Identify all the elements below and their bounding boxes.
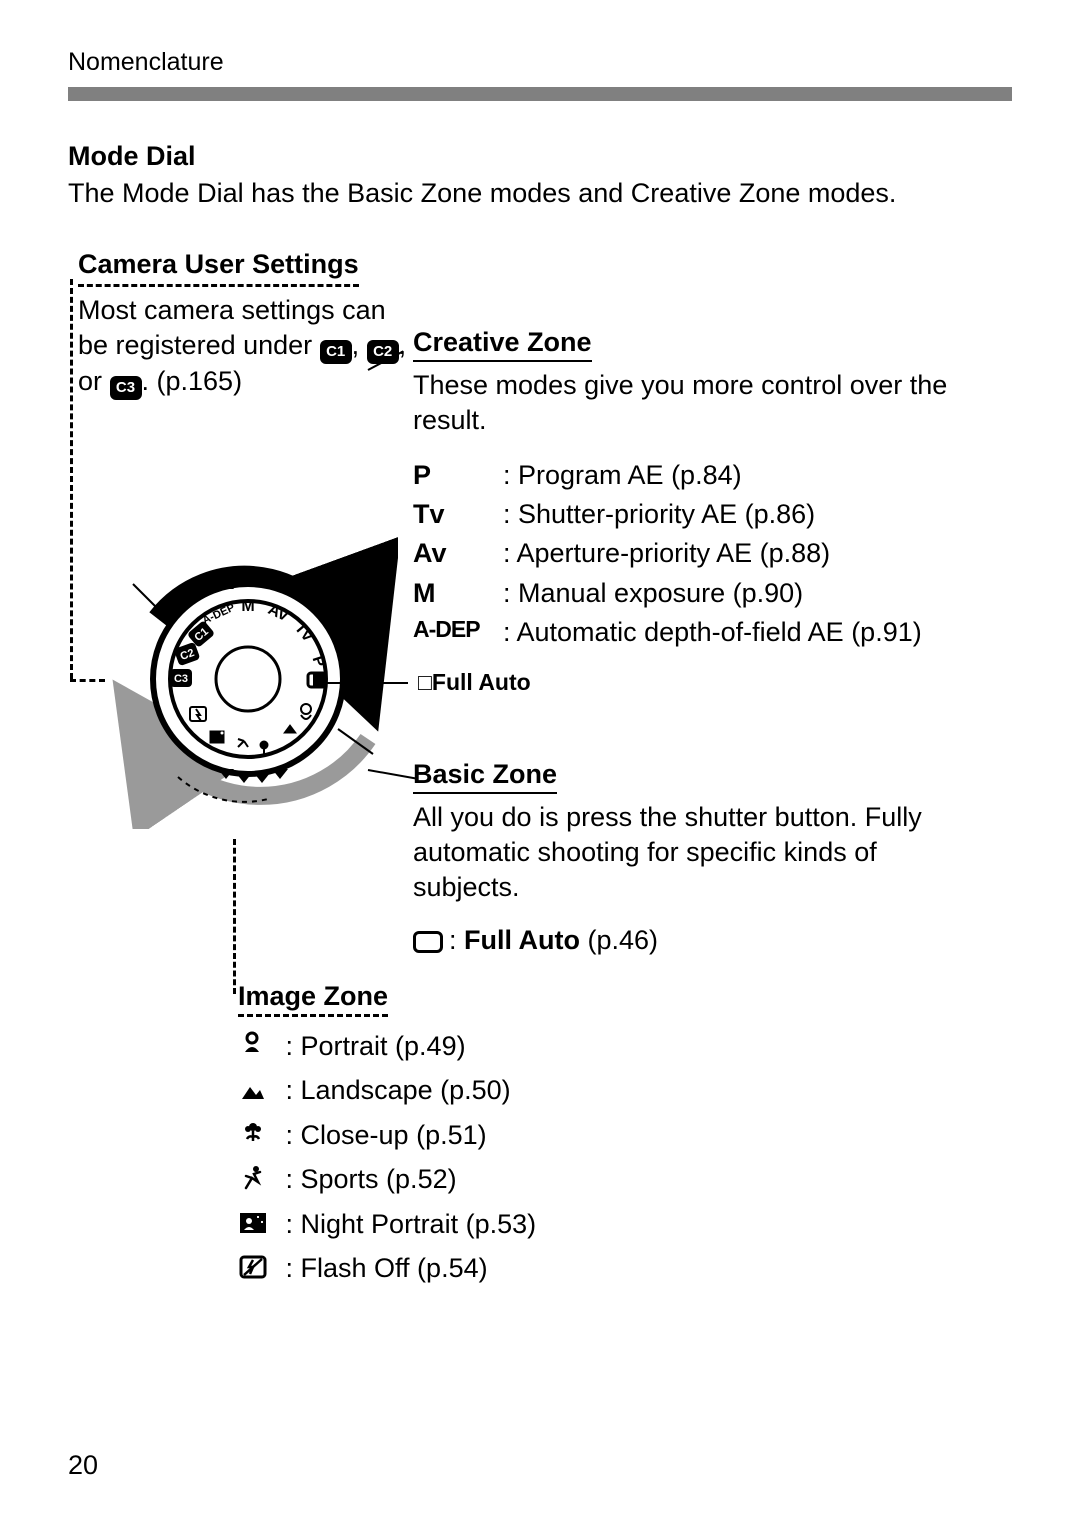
image-zone-heading: Image Zone [238, 981, 388, 1017]
image-zone-label-closeup: : Close-up (p.51) [286, 1120, 487, 1150]
image-zone-label-portrait: : Portrait (p.49) [286, 1031, 466, 1061]
full-auto-mid-text: Full Auto [432, 669, 531, 695]
mode-symbol-p: P [413, 456, 503, 495]
image-zone-label-landscape: : Landscape (p.50) [286, 1075, 511, 1105]
mode-symbol-tv: Tv [413, 495, 503, 534]
mode-row-p: P : Program AE (p.84) [413, 456, 953, 495]
mode-desc-p: : Program AE (p.84) [503, 456, 953, 495]
mode-desc-tv: : Shutter-priority AE (p.86) [503, 495, 953, 534]
full-auto-pointer-square [313, 674, 327, 688]
header-divider [68, 87, 1012, 101]
image-zone-row-night: : Night Portrait (p.53) [238, 1203, 638, 1247]
basic-zone-heading: Basic Zone [413, 759, 557, 794]
leader-dash-image-zone [233, 839, 236, 994]
image-zone-label-sports: : Sports (p.52) [286, 1164, 457, 1194]
image-zone-block: Image Zone : Portrait (p.49) : Landscape… [238, 981, 638, 1292]
mode-desc-m: : Manual exposure (p.90) [503, 574, 953, 613]
image-zone-label-flashoff: : Flash Off (p.54) [286, 1253, 488, 1283]
basic-zone-block: Basic Zone All you do is press the shutt… [413, 759, 953, 956]
mode-symbol-av: Av [413, 534, 503, 573]
image-zone-row-closeup: : Close-up (p.51) [238, 1114, 638, 1158]
sports-icon [238, 1160, 268, 1203]
mode-dial-svg: M Av Tv P A-DEP C3 C2 C1 [98, 529, 398, 829]
mode-desc-adep: : Automatic depth-of-field AE (p.91) [503, 613, 953, 652]
camera-user-settings-block: Camera User Settings Most camera setting… [78, 249, 408, 400]
image-zone-row-sports: : Sports (p.52) [238, 1158, 638, 1202]
full-auto-mid-label: □Full Auto [418, 669, 531, 696]
mode-row-tv: Tv : Shutter-priority AE (p.86) [413, 495, 953, 534]
camera-user-settings-heading: Camera User Settings [78, 249, 359, 287]
basic-zone-text: All you do is press the shutter button. … [413, 800, 953, 905]
content-area: Camera User Settings Most camera setting… [68, 249, 1012, 1249]
image-zone-row-landscape: : Landscape (p.50) [238, 1069, 638, 1113]
creative-zone-text: These modes give you more control over t… [413, 368, 953, 438]
creative-zone-heading: Creative Zone [413, 327, 592, 362]
mode-dial: M Av Tv P A-DEP C3 C2 C1 [98, 529, 398, 829]
full-auto-label: Full Auto [464, 925, 580, 955]
c1-icon: C1 [320, 340, 352, 364]
image-zone-row-portrait: : Portrait (p.49) [238, 1025, 638, 1069]
landscape-icon [238, 1071, 268, 1114]
mode-symbol-adep: A-DEP [413, 613, 503, 652]
page-number: 20 [68, 1450, 98, 1481]
flash-off-icon [238, 1249, 268, 1292]
image-zone-label-night: : Night Portrait (p.53) [286, 1209, 537, 1239]
svg-text:M: M [241, 598, 254, 615]
c3-icon: C3 [110, 376, 142, 400]
intro-text: The Mode Dial has the Basic Zone modes a… [68, 178, 1012, 209]
creative-zone-block: Creative Zone These modes give you more … [413, 327, 953, 652]
full-auto-pointer-line [323, 682, 408, 684]
cus-sep1: , [352, 330, 367, 360]
mode-symbol-m: M [413, 574, 503, 613]
leader-dash-cus-vertical [70, 279, 73, 679]
full-auto-page: (p.46) [580, 925, 658, 955]
mode-row-adep: A-DEP : Automatic depth-of-field AE (p.9… [413, 613, 953, 652]
svg-text:C3: C3 [174, 673, 188, 685]
cus-text-b: . (p.165) [142, 366, 243, 396]
page-title: Mode Dial [68, 141, 1012, 172]
fa-prefix: : [449, 925, 464, 955]
full-auto-row: : Full Auto (p.46) [413, 925, 953, 956]
night-portrait-icon [238, 1204, 268, 1247]
mode-desc-av: : Aperture-priority AE (p.88) [503, 534, 953, 573]
camera-user-settings-text: Most camera settings can be registered u… [78, 293, 408, 400]
mode-row-m: M : Manual exposure (p.90) [413, 574, 953, 613]
image-zone-row-flashoff: : Flash Off (p.54) [238, 1247, 638, 1291]
closeup-icon [238, 1115, 268, 1158]
breadcrumb: Nomenclature [68, 48, 1012, 77]
full-auto-icon [413, 931, 443, 953]
mode-row-av: Av : Aperture-priority AE (p.88) [413, 534, 953, 573]
portrait-icon [238, 1026, 268, 1069]
